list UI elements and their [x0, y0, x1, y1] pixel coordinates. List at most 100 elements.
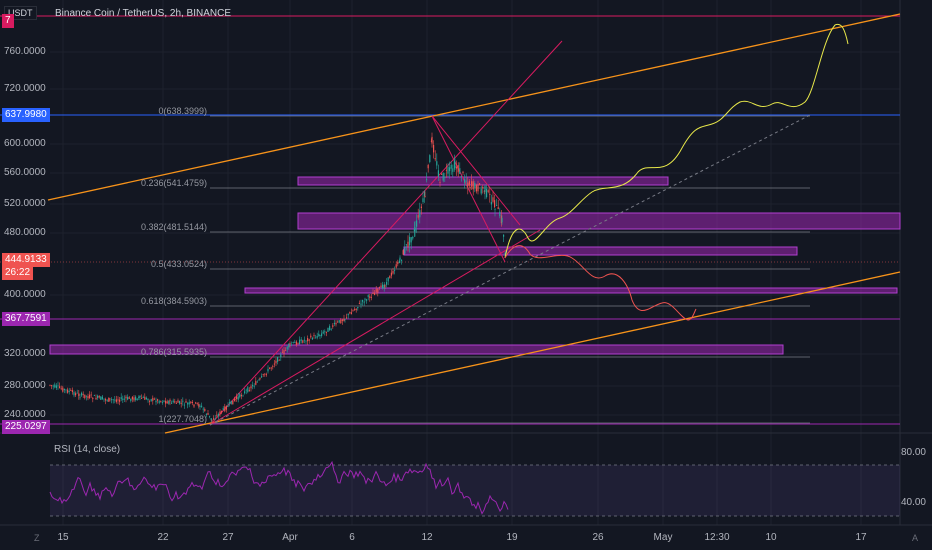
candle-body [398, 260, 400, 263]
candle-body [333, 322, 335, 325]
candle-body [310, 335, 312, 338]
fib-label: 0(638.3999) [158, 106, 207, 116]
candle-body [210, 418, 212, 421]
candle-body [472, 181, 474, 190]
candle-body [445, 169, 447, 171]
candle-body [460, 175, 462, 177]
candle-body [386, 281, 388, 285]
candle-body [250, 386, 252, 389]
candle-body [286, 346, 288, 350]
candle-body [264, 373, 266, 375]
candle-body [354, 309, 356, 311]
candle-body [497, 207, 499, 210]
candle-body [394, 270, 396, 271]
candle-body [216, 414, 218, 416]
fib-label: 0.5(433.0524) [150, 259, 207, 269]
candle-body [434, 158, 436, 160]
candle-body [409, 236, 411, 246]
candle-body [195, 402, 197, 404]
candle-body [322, 331, 324, 334]
candle-body [70, 390, 72, 391]
candle-body [236, 396, 238, 400]
zone-405 [244, 287, 898, 294]
time-axis-label: 10 [765, 532, 777, 543]
candle-body [405, 244, 407, 246]
candle-body [471, 181, 473, 187]
candle-body [416, 220, 418, 227]
candle-body [346, 317, 348, 319]
rsi-band [50, 465, 900, 516]
candle-body [504, 252, 506, 256]
candle-body [198, 403, 200, 407]
candle-body [383, 284, 385, 288]
candle-body [54, 384, 56, 388]
price-axis-label: 280.0000 [4, 380, 46, 391]
candle-body [343, 318, 345, 322]
candle-body [122, 398, 124, 400]
candle-body [459, 168, 461, 174]
candle-body [452, 168, 454, 172]
candle-body [501, 218, 503, 223]
candle-body [308, 339, 310, 341]
candle-body [71, 390, 73, 393]
candle-body [273, 363, 275, 365]
candle-body [311, 337, 313, 340]
candle-body [49, 384, 51, 386]
candle-body [362, 299, 364, 302]
candle-body [130, 398, 132, 401]
candle-body [330, 328, 332, 330]
candle-body [117, 399, 119, 401]
candle-body [318, 333, 320, 336]
candle-body [378, 287, 380, 288]
candle-body [85, 395, 87, 397]
candle-body [93, 395, 95, 396]
candle-body [289, 343, 291, 345]
auto-scale-button[interactable]: A [912, 533, 919, 543]
candle-body [439, 181, 441, 183]
candle-body [417, 215, 419, 218]
candle-body [182, 400, 184, 402]
candle-body [261, 376, 263, 378]
candle-body [374, 292, 376, 295]
candle-body [209, 415, 211, 417]
candle-body [479, 183, 481, 186]
candle-body [410, 237, 412, 243]
candle-body [108, 397, 110, 402]
candle-body [119, 399, 121, 402]
high-price-tag: 637.9980 [2, 108, 50, 122]
candle-body [62, 387, 64, 392]
candle-body [190, 401, 192, 403]
candle-body [319, 335, 321, 337]
candle-body [147, 399, 149, 401]
candle-body [233, 399, 235, 401]
time-axis-label: 22 [157, 532, 169, 543]
candle-body [135, 396, 137, 400]
candle-body [457, 165, 459, 173]
zoom-button[interactable]: Z [34, 533, 40, 543]
candle-body [341, 319, 343, 321]
fib-label: 1(227.7048) [158, 414, 207, 424]
zone-560 [297, 176, 669, 186]
candle-body [136, 398, 138, 401]
rsi-indicator-label[interactable]: RSI (14, close) [54, 444, 121, 455]
candle-body [442, 173, 444, 181]
candle-body [477, 184, 479, 192]
bearish-projection-path [504, 245, 697, 321]
candle-body [404, 247, 406, 254]
candle-body [253, 385, 255, 387]
candle-body [444, 176, 446, 178]
candle-body [482, 186, 484, 189]
candle-body [340, 319, 342, 324]
candle-body [101, 396, 103, 400]
candle-body [372, 292, 374, 295]
candle-body [172, 400, 174, 403]
candle-body [283, 350, 285, 354]
candle-body [335, 322, 337, 325]
candle-body [474, 182, 476, 188]
candle-body [256, 381, 258, 383]
candle-body [437, 170, 439, 177]
dashed-trendline [209, 114, 811, 426]
candle-body [73, 392, 75, 396]
candle-body [142, 397, 144, 398]
